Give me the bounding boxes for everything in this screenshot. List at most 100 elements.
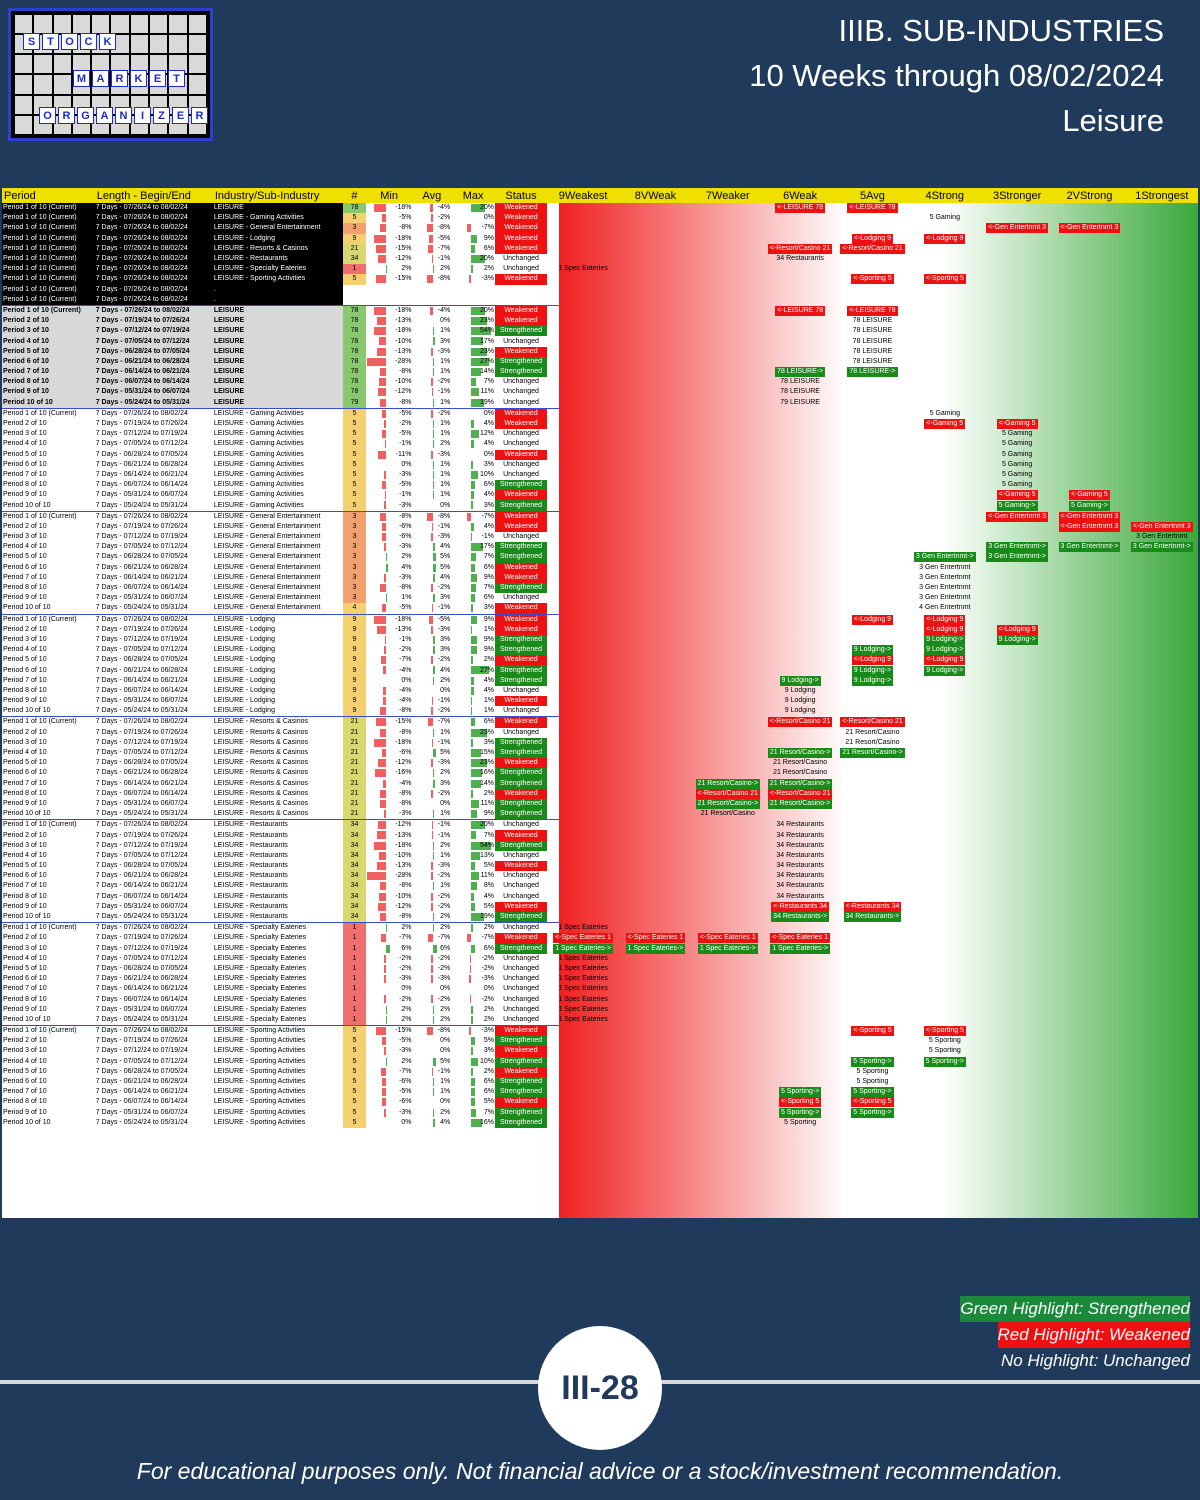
avg-value: -7%: [437, 718, 451, 726]
zone-8-cell: [619, 542, 691, 552]
status-cell: Unchanged: [503, 265, 539, 273]
zone-5-cell: [836, 500, 908, 511]
zone-6-cell: 78 LEISURE: [764, 387, 836, 397]
zone-8-cell: [619, 655, 691, 665]
zone-7-cell: [692, 563, 764, 573]
zone-8-cell: [619, 1077, 691, 1087]
max-cell: 2%: [451, 1005, 495, 1015]
zone-9-cell: [547, 377, 619, 387]
max-bar: [471, 1118, 482, 1127]
zone-6-cell: [764, 429, 836, 439]
data-table: Period Length - Begin/End Industry/Sub-Ind…: [2, 188, 1198, 1128]
max-bar: [471, 347, 487, 356]
zone-9-cell: [547, 347, 619, 357]
min-value: -3%: [399, 1047, 412, 1055]
min-cell: -2%: [366, 964, 413, 974]
zone-5-cell: 34 Restaurants->: [836, 912, 908, 923]
avg-cell: -3%: [413, 974, 452, 984]
avg-bar: [432, 1005, 434, 1014]
zone-entry: 34 Restaurants: [776, 851, 824, 859]
count-cell: 1: [343, 963, 366, 975]
industry-cell: LEISURE - Restaurants: [213, 862, 288, 870]
count-cell: 78: [343, 336, 366, 347]
max-cell: 23%: [451, 347, 495, 357]
max-value: 5%: [483, 1037, 495, 1045]
zone-2-cell: [1053, 460, 1125, 470]
zone-2-cell: [1053, 686, 1125, 696]
min-cell: -15%: [365, 1025, 413, 1037]
zone-6-cell: 21 Resort/Casino->: [764, 798, 836, 809]
min-bar: [380, 224, 386, 233]
min-cell: -5%: [366, 213, 413, 223]
zone-entry: <-Lodging 9: [851, 655, 894, 666]
zone-9-cell: [547, 500, 619, 511]
status-cell: Weakened: [495, 613, 547, 625]
status-cell: Weakened: [495, 346, 547, 357]
zone-1-cell: [1126, 254, 1198, 264]
industry-cell: LEISURE - Restaurants: [213, 831, 288, 839]
max-cell: 4%: [451, 686, 495, 696]
max-bar: [469, 275, 472, 284]
count-cell: 3: [343, 552, 366, 563]
zone-5-cell: [836, 264, 908, 274]
zone-1-cell: [1126, 944, 1198, 954]
zone-2-cell: [1053, 398, 1125, 409]
zone-entry: 9 Lodging->: [851, 645, 894, 656]
avg-bar: [431, 254, 433, 263]
length-cell: 7 Days - 07/19/24 to 07/26/24: [95, 522, 188, 530]
length-cell: 7 Days - 07/26/24 to 08/02/24: [94, 213, 213, 224]
avg-bar: [431, 789, 433, 798]
zone-2-cell: <-Gen Entertnmt 3: [1053, 510, 1126, 522]
min-bar: [382, 430, 386, 439]
industry-cell: LEISURE - Resorts & Casinos: [212, 243, 344, 254]
max-bar: [471, 912, 484, 921]
min-value: -13%: [395, 862, 412, 870]
zone-4-cell: [909, 1097, 981, 1107]
zone-3-cell: <-Gaming 5: [981, 419, 1053, 430]
avg-bar: [427, 224, 433, 233]
zone-entry: 78 LEISURE->: [775, 367, 826, 378]
zone-9-cell: [547, 254, 619, 264]
zone-6-cell: [764, 480, 836, 490]
period-cell: Period 7 of 10: [3, 882, 47, 890]
max-bar: [471, 892, 474, 901]
zone-3-cell: [981, 830, 1053, 840]
avg-value: -3%: [437, 625, 451, 633]
zone-9-cell: [547, 326, 619, 336]
min-cell: -1%: [366, 439, 413, 449]
min-cell: -4%: [366, 779, 413, 789]
zone-2-cell: [1053, 974, 1125, 984]
count-cell: 1: [343, 943, 366, 954]
zone-6-cell: 34 Restaurants: [764, 881, 836, 891]
industry-cell: LEISURE - Sporting Activities: [212, 274, 344, 285]
zone-6-cell: [764, 357, 836, 367]
zone-3-cell: [981, 954, 1053, 964]
zone-1-cell: [1126, 460, 1198, 470]
zone-2-cell: [1053, 439, 1125, 449]
status-cell: Strengthened: [495, 911, 547, 923]
industry-cell: LEISURE - Lodging: [213, 686, 275, 694]
avg-bar: [431, 831, 433, 840]
length-cell: 7 Days - 07/05/24 to 07/12/24: [95, 543, 188, 551]
avg-cell: 1%: [413, 367, 452, 377]
zone-6-cell: [764, 234, 836, 244]
zone-1-cell: [1126, 429, 1198, 439]
zone-2-cell: [1053, 234, 1125, 244]
zone-7-cell: [692, 706, 764, 717]
min-cell: -4%: [366, 686, 413, 696]
industry-cell: LEISURE - Gaming Activities: [213, 440, 304, 448]
zone-7-cell: [692, 964, 764, 974]
zone-4-cell: 5 Sporting: [909, 1046, 981, 1056]
status-cell: Strengthened: [495, 737, 547, 748]
avg-value: -8%: [437, 224, 451, 232]
avg-cell: 1%: [413, 1087, 452, 1097]
max-bar: [466, 512, 472, 521]
max-bar: [471, 522, 474, 531]
min-bar: [375, 1027, 386, 1035]
max-bar: [471, 799, 479, 808]
zone-6-cell: 5 Sporting->: [764, 1087, 836, 1098]
column-header: 1Strongest: [1125, 188, 1198, 203]
status-cell: Strengthened: [495, 747, 547, 759]
avg-cell: 1%: [413, 809, 452, 820]
